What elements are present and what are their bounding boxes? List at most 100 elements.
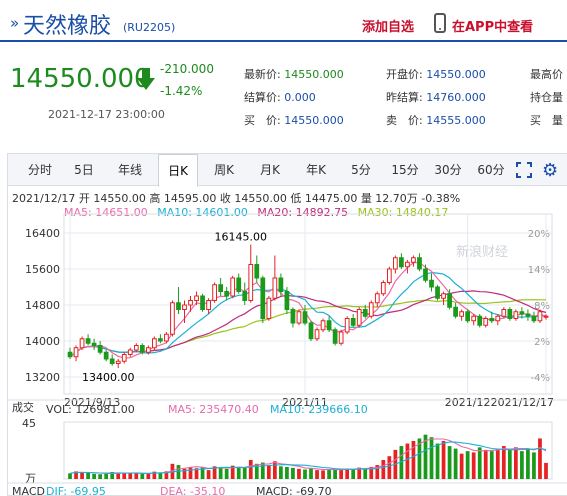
- candle-body: [79, 338, 85, 349]
- candle-body: [133, 345, 139, 351]
- quote-field-label: 开盘价:: [386, 68, 423, 81]
- quote-datetime: 2021-12-17 23:00:00: [48, 108, 165, 121]
- candle-body: [453, 306, 458, 317]
- candle-body: [73, 347, 79, 358]
- add-favorite-button[interactable]: 添加自选: [362, 20, 415, 35]
- volume-bar: [266, 465, 271, 479]
- candle-body: [380, 282, 386, 295]
- quote-field: 买 价: 14550.000: [244, 112, 344, 128]
- volume-bar: [345, 468, 350, 479]
- candle-body: [260, 277, 266, 319]
- tab-period[interactable]: 年K: [306, 163, 326, 177]
- tab-period[interactable]: 15分: [391, 163, 419, 177]
- quote-field-label: 买 价:: [244, 114, 281, 127]
- candle-body: [374, 293, 380, 304]
- volume-unit-label: 万: [25, 472, 36, 485]
- candle-body: [158, 338, 163, 342]
- volume-bar: [140, 473, 145, 479]
- candle-body: [543, 315, 549, 318]
- volume-bar: [309, 468, 313, 479]
- ohlc-info: 2021/12/17 开 14550.00 高 14595.00 收 14550…: [12, 192, 461, 205]
- quote-field: 结算价: 0.000: [244, 89, 316, 105]
- candle-body: [182, 304, 187, 310]
- chevron-icon: »: [10, 14, 20, 32]
- volume-bar: [429, 437, 434, 479]
- volume-bar: [495, 448, 500, 479]
- price-change: -210.000: [160, 62, 214, 76]
- candle-body: [194, 295, 199, 301]
- volume-bar: [501, 446, 506, 479]
- volume-bar: [441, 441, 446, 479]
- quote-field: 卖 价: 14555.000: [386, 112, 486, 128]
- volume-ma10: MA10: 239666.10: [270, 403, 368, 416]
- candle-body: [284, 291, 290, 310]
- volume-bar: [520, 451, 524, 479]
- instrument-name: 天然橡胶: [23, 14, 112, 39]
- quote-field-label: 最高价: [530, 68, 563, 81]
- candle-body: [489, 318, 495, 322]
- volume-bar: [447, 446, 452, 479]
- volume-bar: [489, 451, 494, 479]
- tab-period[interactable]: 月K: [260, 163, 280, 177]
- tab-period[interactable]: 5分: [351, 163, 371, 177]
- volume-plot-frame: [63, 421, 553, 480]
- tab-period[interactable]: 60分: [477, 163, 505, 177]
- volume-bar: [98, 474, 103, 479]
- volume-bar: [134, 473, 139, 479]
- volume-bar: [68, 473, 72, 479]
- y-tick-label: 14800: [25, 299, 60, 312]
- volume-bar: [315, 470, 319, 479]
- candle-body: [501, 309, 507, 317]
- volume-bar: [339, 469, 344, 479]
- volume-bar: [218, 467, 223, 479]
- quote-field-value: 14760.000: [426, 91, 486, 104]
- candle-body: [350, 318, 356, 326]
- tab-period[interactable]: 分时: [27, 163, 52, 177]
- volume-bar: [483, 449, 488, 479]
- quote-field-label: 买 量: [530, 114, 563, 127]
- tab-period[interactable]: 年线: [117, 163, 142, 177]
- price-change-pct: -1.42%: [160, 84, 203, 98]
- candle-body: [392, 257, 398, 270]
- watermark: 新浪财经: [456, 244, 508, 260]
- volume-bar: [507, 449, 512, 479]
- candle-body: [212, 284, 217, 301]
- candle-body: [127, 349, 133, 355]
- candlestick-chart[interactable]: 16400 15600 14800 14000 13200 20% 14% 8% 2% -4% 新浪…: [8, 154, 567, 496]
- volume-bar: [321, 470, 325, 479]
- fullscreen-icon[interactable]: [516, 162, 532, 178]
- candle-body: [206, 300, 211, 310]
- volume-bar: [544, 462, 548, 479]
- candle-body: [236, 277, 242, 292]
- candle-body: [320, 320, 326, 331]
- tab-period[interactable]: 周K: [214, 163, 234, 177]
- quote-field-label: 最新价:: [244, 68, 281, 81]
- volume-bar: [538, 438, 542, 479]
- tab-period[interactable]: 5日: [74, 163, 94, 177]
- volume-bar: [327, 469, 331, 479]
- open-in-app-link[interactable]: 在APP中查看: [452, 20, 534, 35]
- volume-bar: [80, 472, 84, 479]
- quote-field-value: 14550.000: [284, 68, 344, 81]
- candle-body: [368, 302, 374, 317]
- volume-bar: [200, 466, 205, 479]
- pct-tick-label: 2%: [534, 337, 550, 348]
- candle-body: [344, 318, 350, 333]
- candle-body: [447, 293, 452, 308]
- ma20-label: MA20: 14892.75: [257, 206, 349, 219]
- phone-icon[interactable]: [434, 13, 446, 33]
- candle-body: [326, 320, 332, 331]
- candle-body: [85, 338, 91, 344]
- volume-bar: [116, 472, 121, 479]
- gear-icon[interactable]: ⚙: [542, 160, 559, 181]
- quote-field-label: 卖 价:: [386, 114, 423, 127]
- volume-bar: [92, 473, 96, 479]
- candle-body: [513, 311, 519, 319]
- volume-bar: [110, 472, 115, 479]
- candle-body: [435, 286, 440, 299]
- volume-bar: [128, 473, 133, 479]
- tab-period[interactable]: 日K: [158, 154, 198, 187]
- volume-bar: [182, 468, 187, 479]
- volume-bar: [254, 463, 259, 479]
- tab-period[interactable]: 30分: [434, 163, 462, 177]
